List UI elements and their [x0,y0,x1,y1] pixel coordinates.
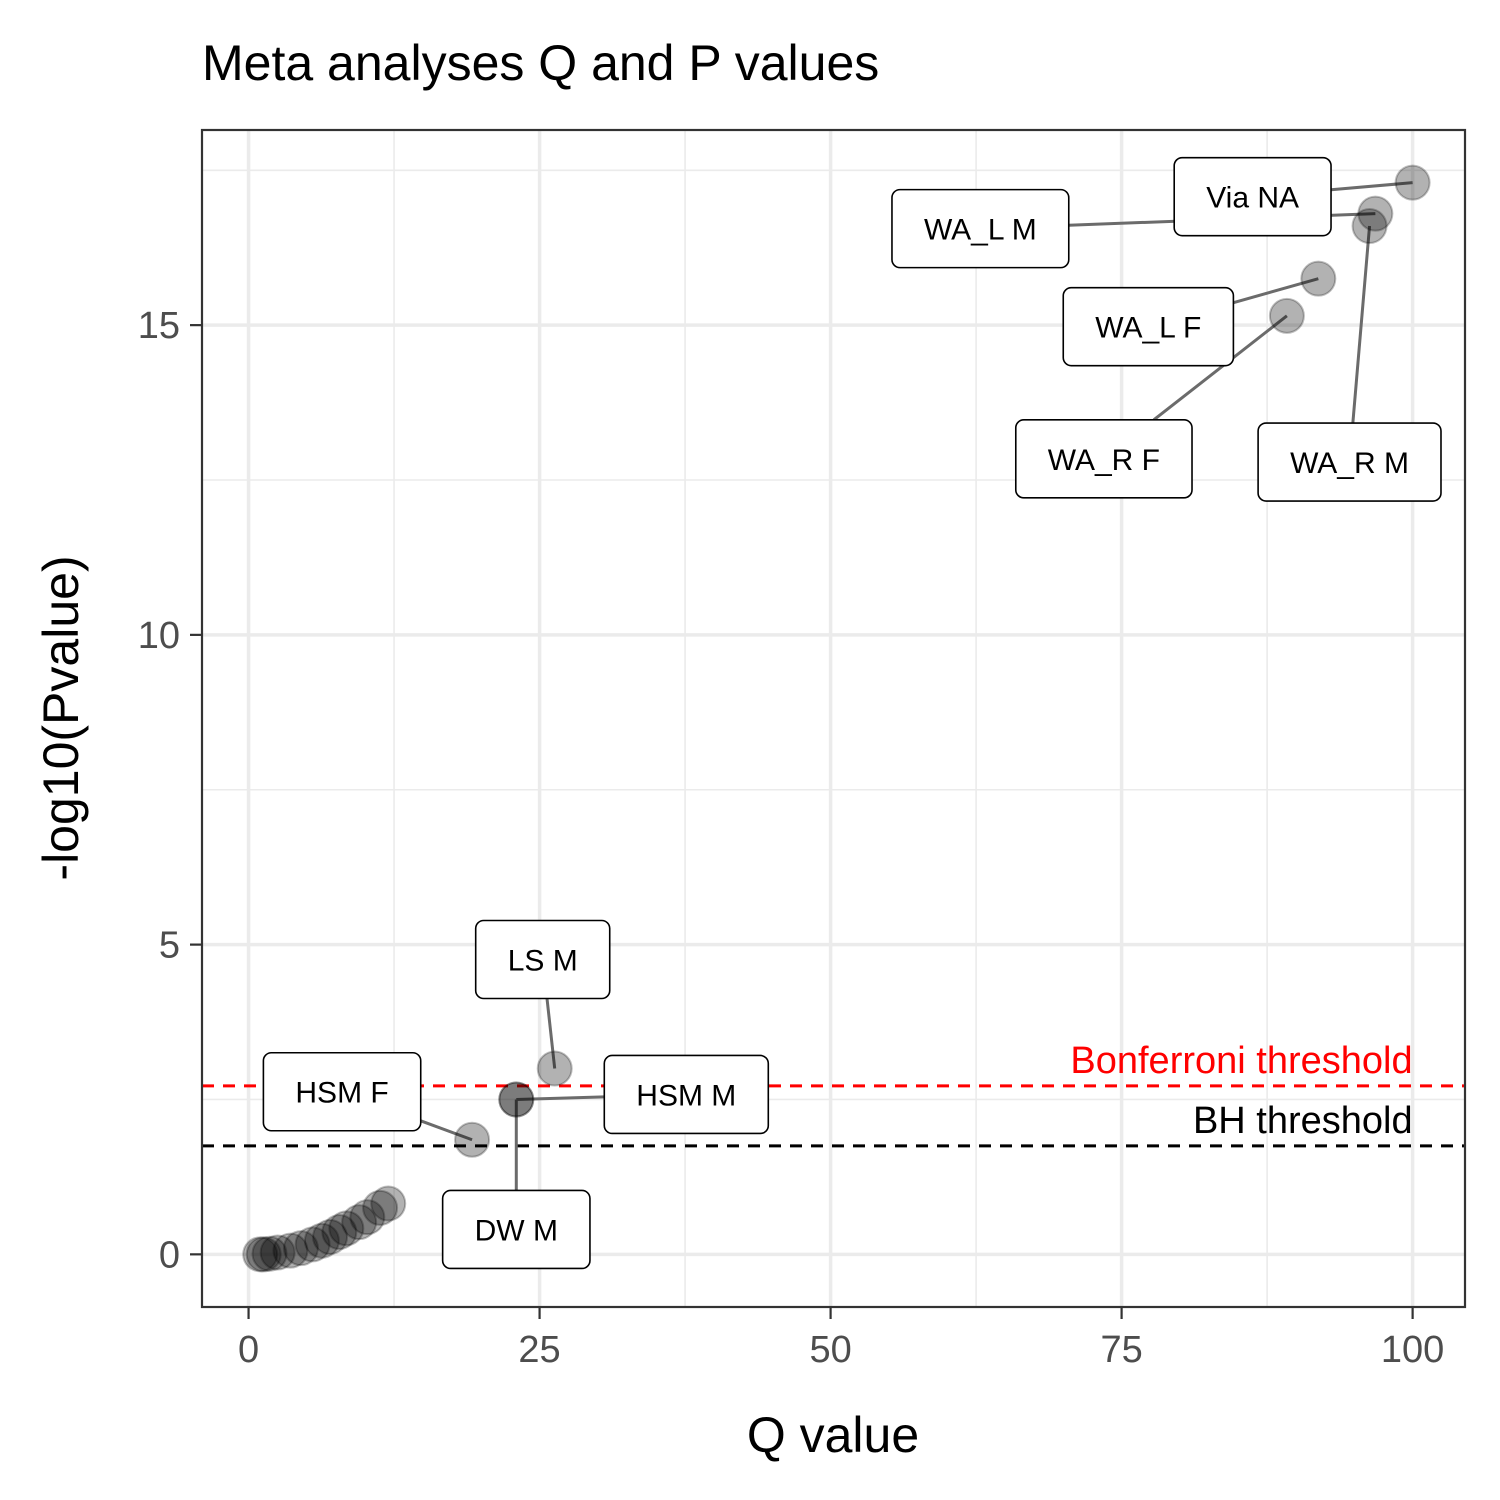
label-box [1257,422,1442,502]
data-point [272,1232,309,1269]
point-label-box: HSM M [603,1054,770,1135]
x-tick-label: 100 [1381,1329,1444,1371]
point-label-box: DW M [441,1189,591,1270]
data-point [303,1222,340,1259]
data-point [312,1218,349,1255]
data-point [454,1121,491,1158]
reference-line-label-0: Bonferroni threshold [1070,1040,1412,1082]
data-point [259,1234,296,1271]
data-point [294,1226,331,1263]
y-tick-label: 15 [138,305,180,347]
data-point [242,1236,279,1273]
point-label-text: HSM F [295,1077,388,1110]
data-point [321,1214,358,1251]
data-point [282,1230,319,1267]
point-label-box: HSM F [262,1051,422,1132]
data-point [1351,208,1388,245]
axes: 0 25 50 75 100 0 5 10 15 [138,305,1445,1371]
point-label-text: WA_R M [1290,447,1409,480]
data-point [251,1235,288,1272]
x-tick-label: 50 [809,1329,851,1371]
point-label-text: Via NA [1206,182,1299,215]
data-point [1394,164,1431,201]
point-label-text: WA_R F [1048,444,1160,477]
point-label-box: WA_R M [1257,422,1442,502]
point-label-text: HSM M [636,1079,736,1112]
point-label-text: LS M [508,945,578,978]
x-tick-label: 75 [1100,1329,1142,1371]
x-tick-label: 0 [238,1329,259,1371]
label-connector [1152,314,1288,422]
data-point [349,1199,386,1236]
label-box [891,188,1070,269]
data-point [1268,297,1305,334]
reference-line-label-1: BH threshold [1193,1100,1413,1142]
data-point [245,1236,282,1273]
x-axis-title: Q value [747,1407,919,1463]
data-point [362,1189,399,1226]
data-point [498,1081,535,1118]
point-labels: Via NA WA_L M WA_R M WA_L F WA_R F LS M HSM M D… [262,156,1442,1270]
label-connector [420,1119,473,1142]
label-connector [1232,277,1319,305]
label-connector [1351,225,1372,424]
label-box [603,1054,770,1135]
y-tick-label: 10 [138,615,180,657]
point-label-box: WA_L F [1062,286,1235,367]
label-box [441,1189,591,1270]
data-point [328,1210,365,1247]
point-label-box: WA_L M [891,188,1070,269]
label-box [1014,419,1193,499]
panel-border [200,128,1467,1309]
point-label-box: WA_R F [1014,419,1193,499]
point-label-box: Via NA [1173,156,1332,237]
data-point [498,1081,535,1118]
point-label-text: WA_L F [1095,312,1201,345]
y-tick-label: 5 [159,925,180,967]
chart-title: Meta analyses Q and P values [202,35,879,91]
label-connector [1330,181,1413,192]
data-point [370,1185,407,1222]
label-connector [516,1095,605,1101]
y-axis-title: -log10(Pvalue) [33,555,89,880]
grid-lines [202,130,1465,1307]
data-point [1357,195,1394,232]
point-label-box: LS M [474,919,611,1000]
data-points [242,164,1431,1273]
label-box [1062,286,1235,367]
y-tick-label: 0 [159,1234,180,1276]
data-point [1300,260,1337,297]
label-connector [545,998,557,1069]
data-point [536,1050,573,1087]
label-box [474,919,611,1000]
label-box [1173,156,1332,237]
point-label-text: WA_L M [924,214,1037,247]
label-box [262,1051,422,1132]
data-point [341,1204,378,1241]
x-tick-label: 25 [518,1329,560,1371]
point-label-text: DW M [475,1214,558,1247]
